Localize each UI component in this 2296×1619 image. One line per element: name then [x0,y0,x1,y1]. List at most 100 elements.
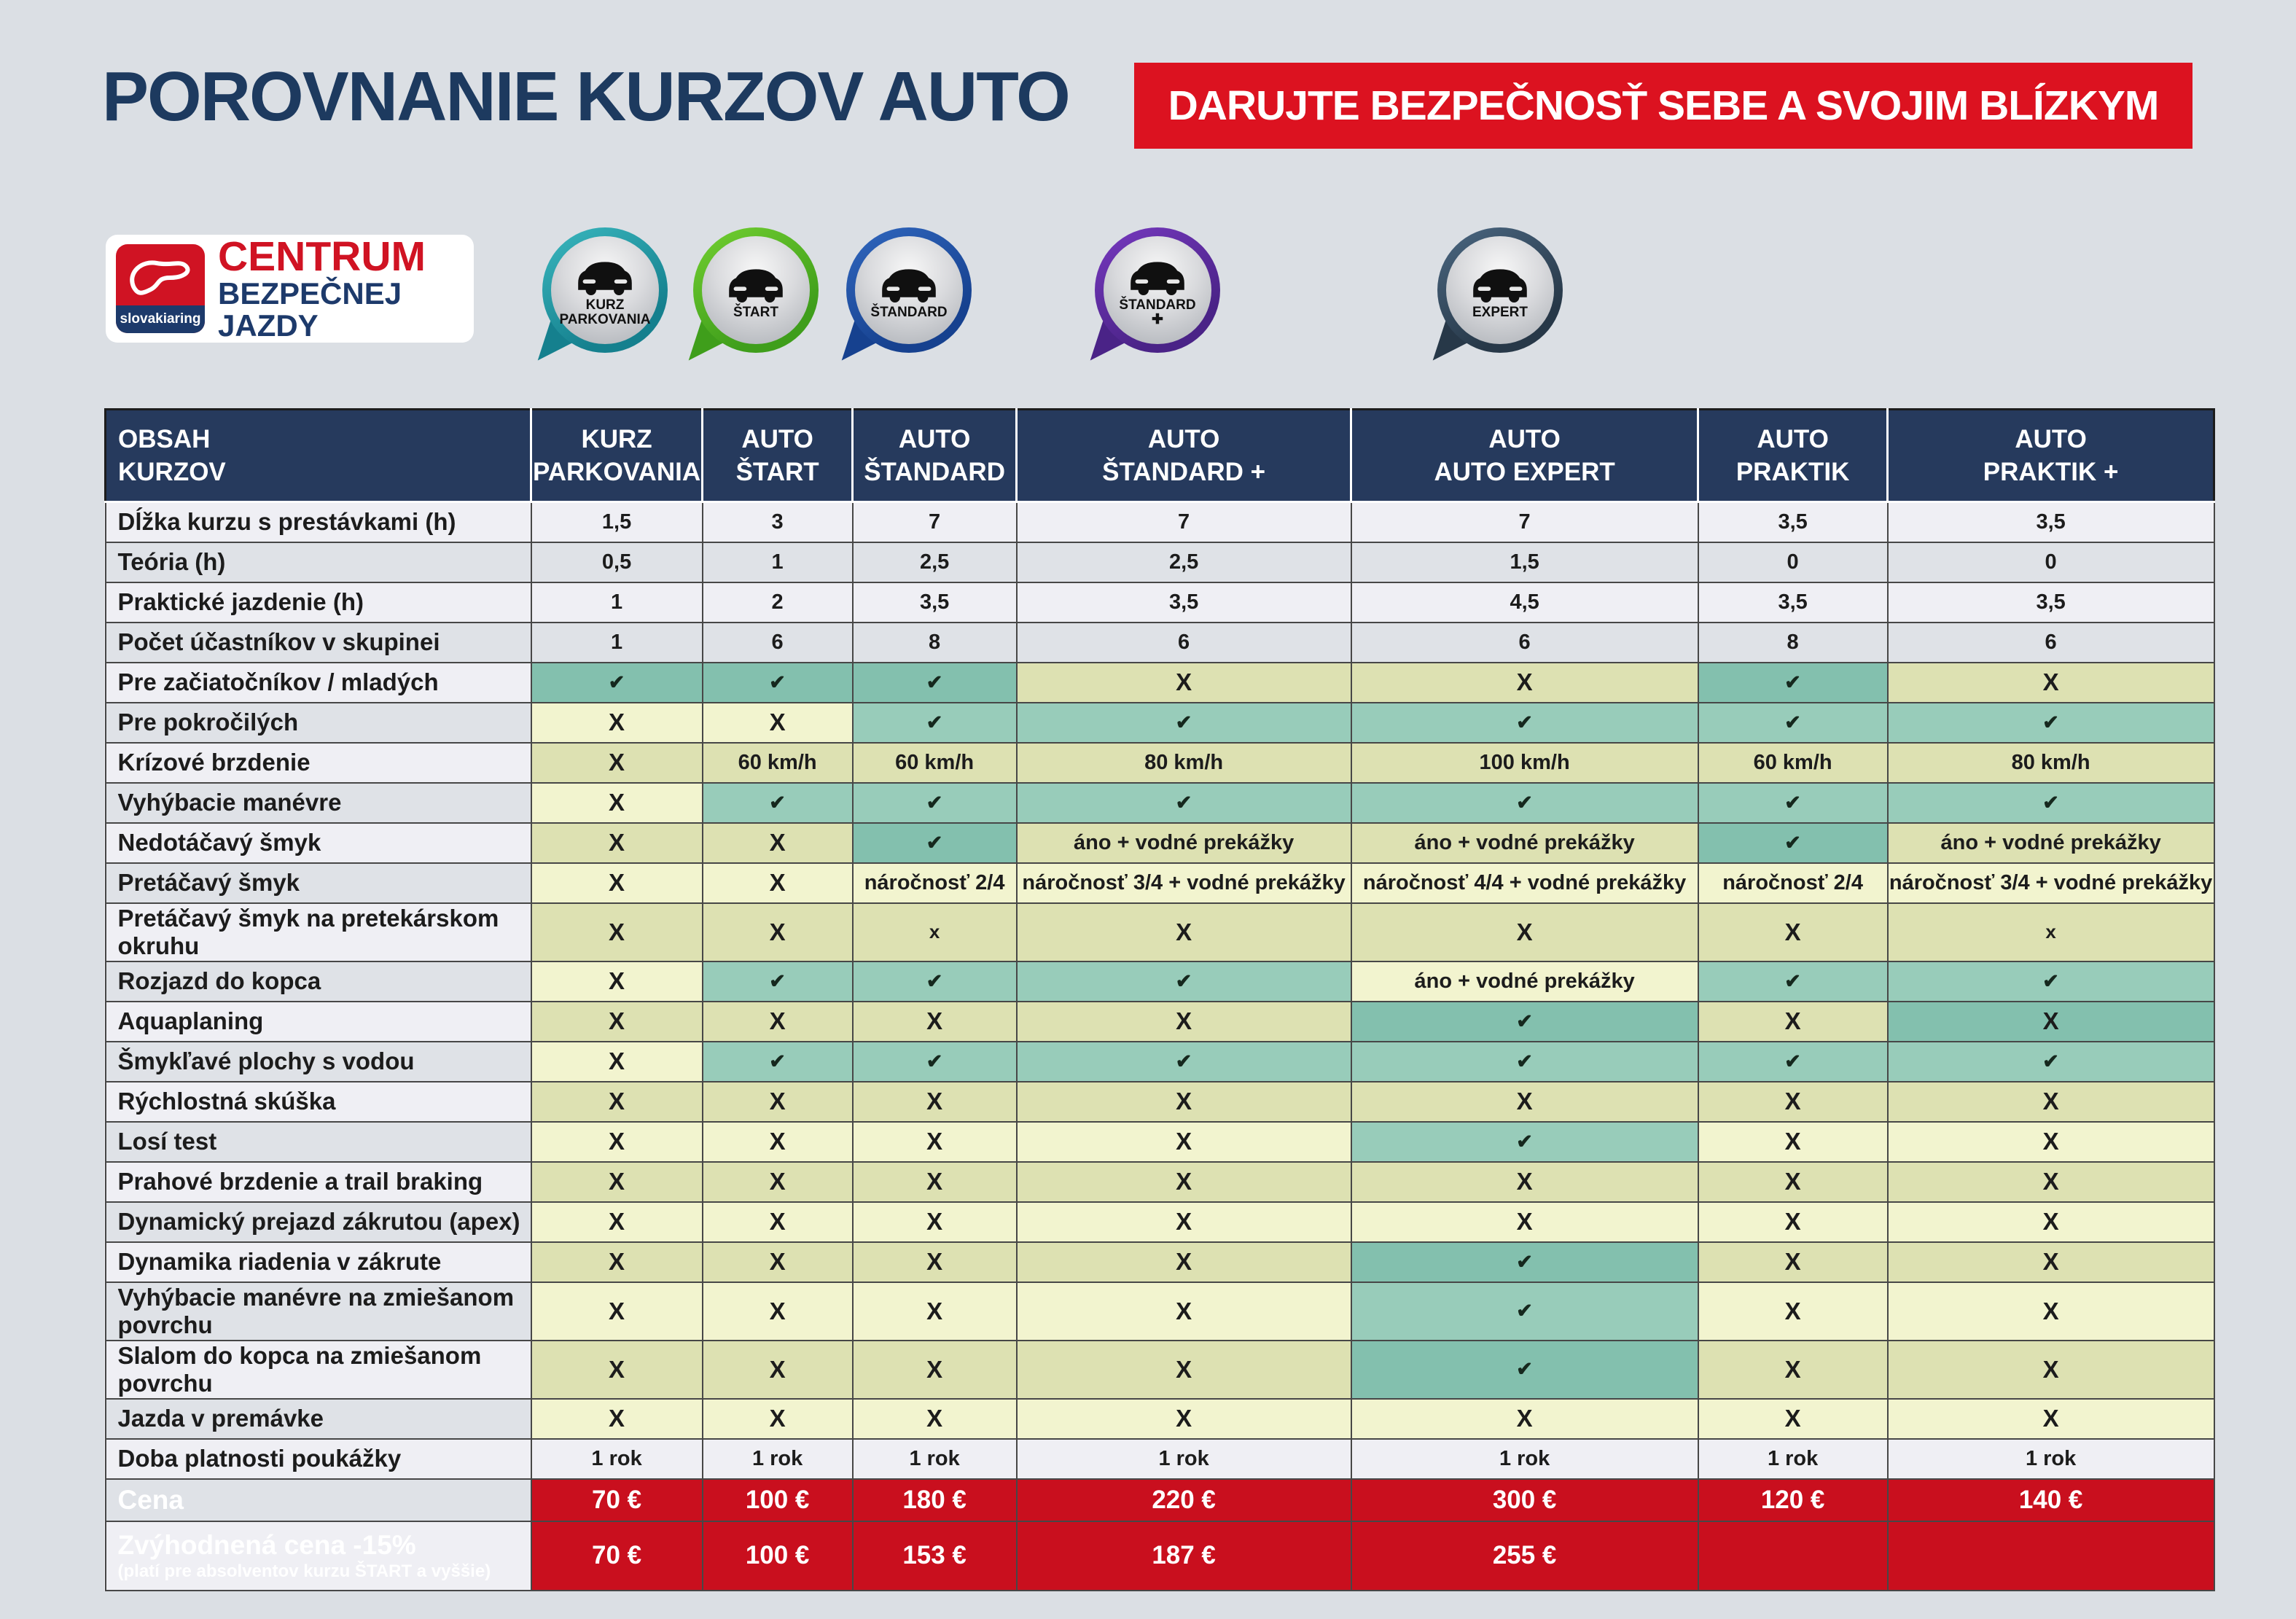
table-row: Rýchlostná skúška X X X X X X X [104,1080,2215,1123]
table-row: Dynamický prejazd zákrutou (apex) X X X X X X X [104,1201,2215,1243]
not-included-x: X [1886,1080,2215,1123]
not-included-x: X [530,1201,703,1243]
not-included-x: X [851,1339,1018,1400]
badge-face: ŠTANDARD [855,236,963,344]
cell-value: áno + vodné prekážky [1015,822,1352,864]
row-label: Dynamický prejazd zákrutou (apex) [104,1201,532,1243]
cell-value: 60 km/h [701,741,854,784]
row-label: Nedotáčavý šmyk [104,822,532,864]
table-row: Aquaplaning X X X X ✔ X X [104,1000,2215,1042]
not-included-x: X [1350,1397,1699,1440]
table-row: Dynamika riadenia v zákrute X X X X ✔ X X [104,1241,2215,1283]
table-header: OBSAH KURZOV KURZ PARKOVANIA AUTO ŠTART AUT… [104,408,2216,503]
table-row: Vyhýbacie manévre X ✔ ✔ ✔ ✔ ✔ ✔ [104,781,2215,824]
cell-value: 3,5 [1697,501,1889,543]
not-included-x: X [1886,1000,2215,1042]
cell-value: 1 rok [1350,1437,1699,1480]
cell-value: 6 [1350,621,1699,663]
included-check: ✔ [1015,701,1352,744]
page-title: POROVNANIE KURZOV AUTO [102,58,1071,136]
cell-value: 3,5 [1697,581,1889,623]
cars-traffic-light-icon [721,265,791,304]
not-included-x: X [701,1281,854,1341]
not-included-x: x [851,902,1018,962]
not-included-x: X [701,1120,854,1163]
not-included-x: X [530,701,703,744]
cell-value [1697,1520,1889,1591]
row-label: Doba platnosti poukážky [104,1437,532,1480]
included-check: ✔ [851,661,1018,703]
cell-value: 1 [701,541,854,583]
not-included-x: X [701,701,854,744]
included-check: ✔ [1015,781,1352,824]
included-check: ✔ [1350,1339,1699,1400]
cell-value: 100 km/h [1350,741,1699,784]
badge-face: ŠTANDARD ✚ [1104,236,1211,344]
cell-value: náročnosť 4/4 + vodné prekážky [1350,862,1699,904]
not-included-x: X [1886,1339,2215,1400]
not-included-x: X [1350,1080,1699,1123]
table-row: Losí test X X X X ✔ X X [104,1120,2215,1163]
cell-value: 0 [1886,541,2215,583]
cell-value: 4,5 [1350,581,1699,623]
cell-value: 1,5 [1350,541,1699,583]
not-included-x: X [1886,1397,2215,1440]
included-check: ✔ [1350,1000,1699,1042]
included-check: ✔ [1015,1040,1352,1082]
not-included-x: X [1697,1241,1889,1283]
cell-value: 3,5 [1886,581,2215,623]
table-body: Dĺžka kurzu s prestávkami (h) 1,5 3 7 7 7 3,5 3… [104,501,2215,1591]
cell-value: 80 km/h [1015,741,1352,784]
table-row: Zvýhodnená cena -15% (platí pre absolvent… [104,1520,2215,1591]
not-included-x: X [701,1397,854,1440]
not-included-x: X [1697,1339,1889,1400]
cell-value: 2,5 [1015,541,1352,583]
not-included-x: X [530,1397,703,1440]
cell-value: 2 [701,581,854,623]
not-included-x: X [1350,1160,1699,1203]
cell-value: 6 [701,621,854,663]
row-label: Prahové brzdenie a trail braking [104,1160,532,1203]
included-check: ✔ [1886,701,2215,744]
cell-value: 1 rok [1015,1437,1352,1480]
row-label: Šmykľavé plochy s vodou [104,1040,532,1082]
not-included-x: X [851,1397,1018,1440]
not-included-x: X [1015,1397,1352,1440]
table-row: Prahové brzdenie a trail braking X X X X X X X [104,1160,2215,1203]
row-label: Zvýhodnená cena -15% (platí pre absolvent… [104,1520,532,1591]
not-included-x: X [1886,661,2215,703]
included-check: ✔ [1350,1040,1699,1082]
included-check: ✔ [1350,781,1699,824]
row-label: Dĺžka kurzu s prestávkami (h) [104,501,532,543]
not-included-x: X [1015,1160,1352,1203]
not-included-x: X [851,1281,1018,1341]
row-label: Rýchlostná skúška [104,1080,532,1123]
not-included-x: X [1886,1241,2215,1283]
not-included-x: X [1015,1241,1352,1283]
column-header-obsah-kurzov: OBSAH KURZOV [104,408,532,503]
included-check: ✔ [1697,1040,1889,1082]
not-included-x: x [1886,902,2215,962]
included-check: ✔ [1886,1040,2215,1082]
cell-value: 70 € [530,1520,703,1591]
not-included-x: X [1697,902,1889,962]
course-badge--tandard: ŠTANDARD [841,227,972,375]
cell-value: 6 [1015,621,1352,663]
cell-value: 180 € [851,1478,1018,1522]
included-check: ✔ [701,781,854,824]
not-included-x: X [701,1241,854,1283]
table-row: Slalom do kopca na zmiešanom povrchu X X X X… [104,1339,2215,1400]
cell-value: áno + vodné prekážky [1350,822,1699,864]
not-included-x: X [1015,1339,1352,1400]
included-check: ✔ [1886,781,2215,824]
table-row: Šmykľavé plochy s vodou X ✔ ✔ ✔ ✔ ✔ ✔ [104,1040,2215,1082]
logo-line1: CENTRUM [218,233,426,280]
not-included-x: X [701,1160,854,1203]
included-check: ✔ [701,661,854,703]
included-check: ✔ [701,960,854,1002]
promo-banner: DARUJTE BEZPEČNOSŤ SEBE A SVOJIM BLÍZKYM [1134,63,2192,149]
not-included-x: X [1697,1080,1889,1123]
cell-value: 120 € [1697,1478,1889,1522]
course-badge--tart: ŠTART [688,227,819,375]
cell-value: 140 € [1886,1478,2215,1522]
